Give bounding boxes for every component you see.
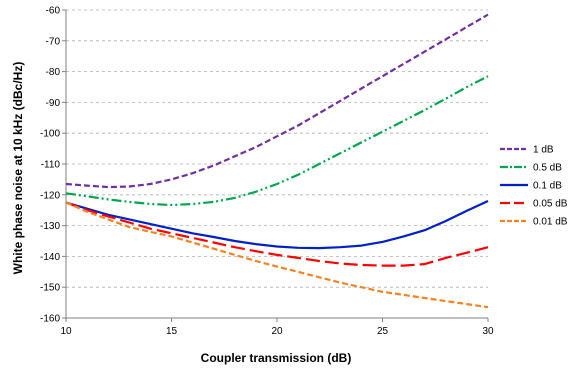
x-tick-label: 25 [377, 326, 389, 337]
x-tick-label: 20 [271, 326, 283, 337]
x-tick-label: 15 [166, 326, 178, 337]
x-axis-title: Coupler transmission (dB) [201, 351, 352, 365]
legend-label-0-1-db: 0.1 dB [533, 181, 562, 192]
legend: 1 dB 0.5 dB 0.1 dB 0.05 dB 0.01 dB [500, 145, 568, 228]
gridlines [66, 9, 488, 288]
series-lines [65, 13, 489, 309]
y-axis-title: White phase noise at 10 kHz (dBc/Hz) [11, 62, 25, 275]
x-tick-label: 10 [60, 326, 72, 337]
y-tick-label: -70 [46, 36, 61, 47]
legend-label-0-05-db: 0.05 dB [533, 199, 568, 210]
series-line-1-db [65, 13, 489, 189]
y-tick-label: -160 [40, 314, 60, 325]
axes: -160 -150 -140 -130 -120 -110 -100 -90 -80 -70 -60… [40, 6, 494, 338]
y-tick-label: -120 [40, 190, 60, 201]
y-tick-label: -110 [41, 160, 61, 171]
y-tick-label: -100 [40, 129, 60, 140]
y-tick-label: -150 [40, 283, 60, 294]
series-line-0-01-db [65, 201, 489, 309]
y-tick-label: -130 [40, 221, 60, 232]
y-tick-label: -140 [40, 252, 60, 263]
series-line-0-1-db [65, 200, 489, 250]
legend-label-0-5-db: 0.5 dB [533, 163, 562, 174]
y-tick-label: -90 [46, 98, 61, 109]
y-tick-label: -80 [46, 67, 61, 78]
x-tick-label: 30 [482, 326, 494, 337]
legend-label-1-db: 1 dB [533, 145, 554, 156]
series-line-0-05-db [65, 201, 489, 267]
y-tick-label: -60 [46, 6, 61, 17]
legend-label-0-01-db: 0.01 dB [533, 217, 568, 228]
series-line-0-5-db [65, 75, 489, 207]
